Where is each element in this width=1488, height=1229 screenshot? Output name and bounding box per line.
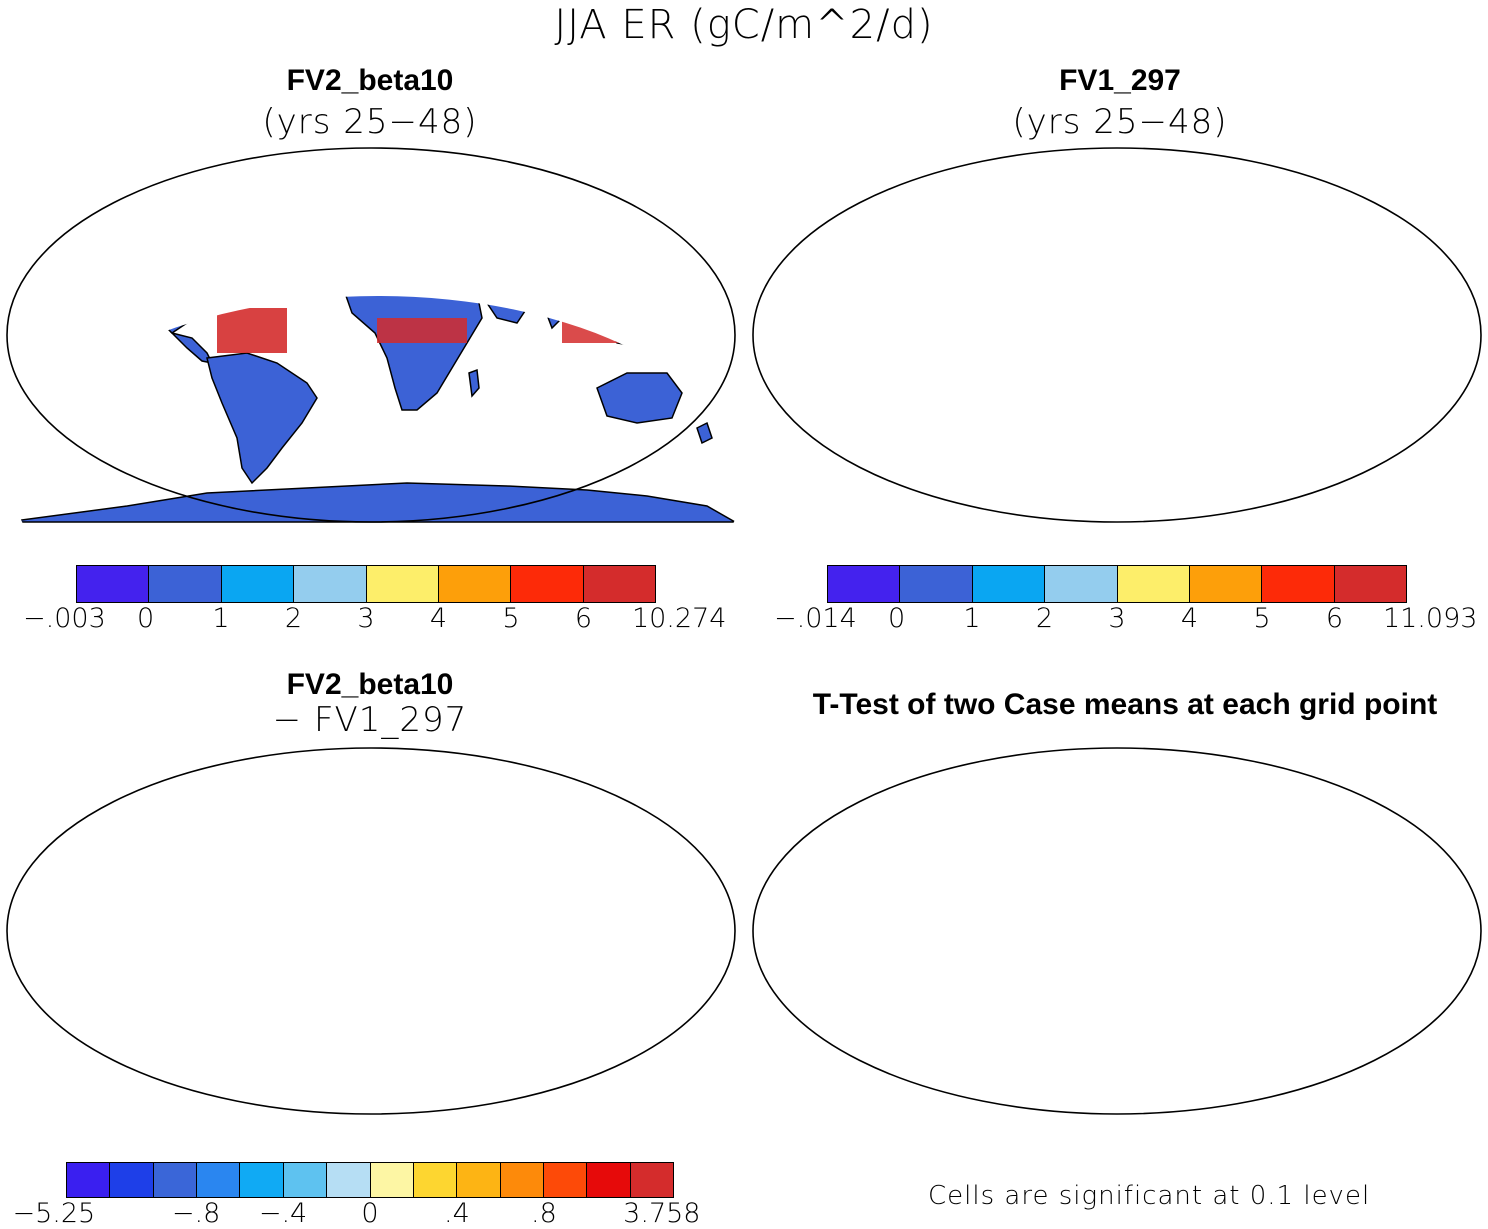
- map-panel-bottom-right: [752, 747, 1482, 1115]
- colorbar-tick-label: 10.274: [631, 603, 727, 634]
- colorbar-tick-label: 5: [1253, 603, 1271, 634]
- colorbar-swatch: [1189, 566, 1263, 602]
- panel-top-left-title: FV2_beta10: [286, 64, 454, 97]
- colorbar-swatch: [366, 566, 439, 602]
- colorbar-swatch: [283, 1163, 328, 1197]
- colorbar-tick-label: −.4: [258, 1198, 308, 1229]
- colorbar-swatch: [1262, 566, 1335, 602]
- panel-bottom-right-title: T-Test of two Case means at each grid po…: [812, 688, 1438, 721]
- colorbar-swatch: [438, 566, 512, 602]
- colorbar-swatch: [221, 566, 295, 602]
- colorbar-tick-label: −5.25: [12, 1198, 96, 1229]
- colorbar-tick-label: 3: [357, 603, 375, 634]
- colorbar-tick-label: 2: [1035, 603, 1054, 634]
- colorbar-swatch: [149, 566, 222, 602]
- colorbar-tick-label: 0: [888, 603, 906, 634]
- colorbar-swatch: [900, 566, 973, 602]
- colorbar-swatch: [511, 566, 584, 602]
- colorbar-tick-label: 4: [1180, 603, 1199, 634]
- colorbar-swatch: [197, 1163, 241, 1197]
- colorbar-bottom-left-ticks: −5.25 −.8 −.4 0 .4 .8 3.758: [12, 1198, 700, 1229]
- colorbar-top-left-ticks: −.003 0 1 2 3 4 5 6 10.274: [23, 603, 726, 637]
- colorbar-bottom-left: [66, 1162, 674, 1198]
- map-panel-top-left: [6, 147, 736, 523]
- colorbar-swatch: [153, 1163, 198, 1197]
- colorbar-tick-label: 0: [137, 603, 155, 634]
- colorbar-tick-label: .4: [444, 1198, 470, 1229]
- colorbar-swatch: [110, 1163, 154, 1197]
- colorbar-swatch: [413, 1163, 458, 1197]
- colorbar-swatch: [77, 566, 150, 602]
- map-panel-top-right: [752, 147, 1482, 523]
- panel-top-left-subtitle: (yrs 25−48): [262, 102, 478, 142]
- panel-bottom-left-title: FV2_beta10: [286, 668, 454, 701]
- colorbar-swatch: [972, 566, 1046, 602]
- colorbar-tick-label: 5: [502, 603, 520, 634]
- colorbar-swatch: [1334, 566, 1406, 602]
- colorbar-tick-label: −.003: [23, 603, 106, 634]
- panel-top-right-subtitle: (yrs 25−48): [1012, 102, 1228, 142]
- significance-note: Cells are significant at 0.1 level: [928, 1181, 1371, 1211]
- colorbar-tick-label: 1: [212, 603, 230, 634]
- colorbar-swatch: [1117, 566, 1190, 602]
- colorbar-swatch: [828, 566, 901, 602]
- colorbar-swatch: [457, 1163, 501, 1197]
- colorbar-tick-label: 6: [1325, 603, 1344, 634]
- colorbar-swatch: [587, 1163, 631, 1197]
- figure-title: JJA ER (gC/m^2/d): [554, 2, 934, 48]
- map-panel-bottom-left: [6, 747, 736, 1115]
- colorbar-swatch: [370, 1163, 414, 1197]
- colorbar-tick-label: 3.758: [623, 1198, 701, 1229]
- colorbar-tick-label: .8: [530, 1198, 557, 1229]
- colorbar-swatch: [327, 1163, 371, 1197]
- colorbar-tick-label: −.8: [171, 1198, 221, 1229]
- colorbar-swatch: [1045, 566, 1118, 602]
- colorbar-swatch: [294, 566, 367, 602]
- colorbar-tick-label: 1: [963, 603, 981, 634]
- colorbar-swatch: [630, 1163, 674, 1197]
- panel-bottom-left-subtitle: − FV1_297: [272, 700, 468, 740]
- colorbar-tick-label: 3: [1108, 603, 1126, 634]
- colorbar-swatch: [67, 1163, 111, 1197]
- colorbar-swatch: [583, 566, 655, 602]
- colorbar-swatch: [543, 1163, 588, 1197]
- panel-top-right-title: FV1_297: [1059, 64, 1181, 97]
- colorbar-tick-label: 0: [361, 1198, 379, 1229]
- colorbar-tick-label: 2: [284, 603, 303, 634]
- colorbar-tick-label: 6: [574, 603, 593, 634]
- colorbar-top-right: [827, 565, 1407, 603]
- colorbar-top-right-ticks: −.014 0 1 2 3 4 5 6 11.093: [774, 603, 1477, 637]
- colorbar-tick-label: −.014: [774, 603, 857, 634]
- colorbar-top-left: [76, 565, 656, 603]
- colorbar-swatch: [500, 1163, 544, 1197]
- colorbar-tick-label: 4: [429, 603, 448, 634]
- colorbar-swatch: [240, 1163, 284, 1197]
- colorbar-tick-label: 11.093: [1382, 603, 1478, 634]
